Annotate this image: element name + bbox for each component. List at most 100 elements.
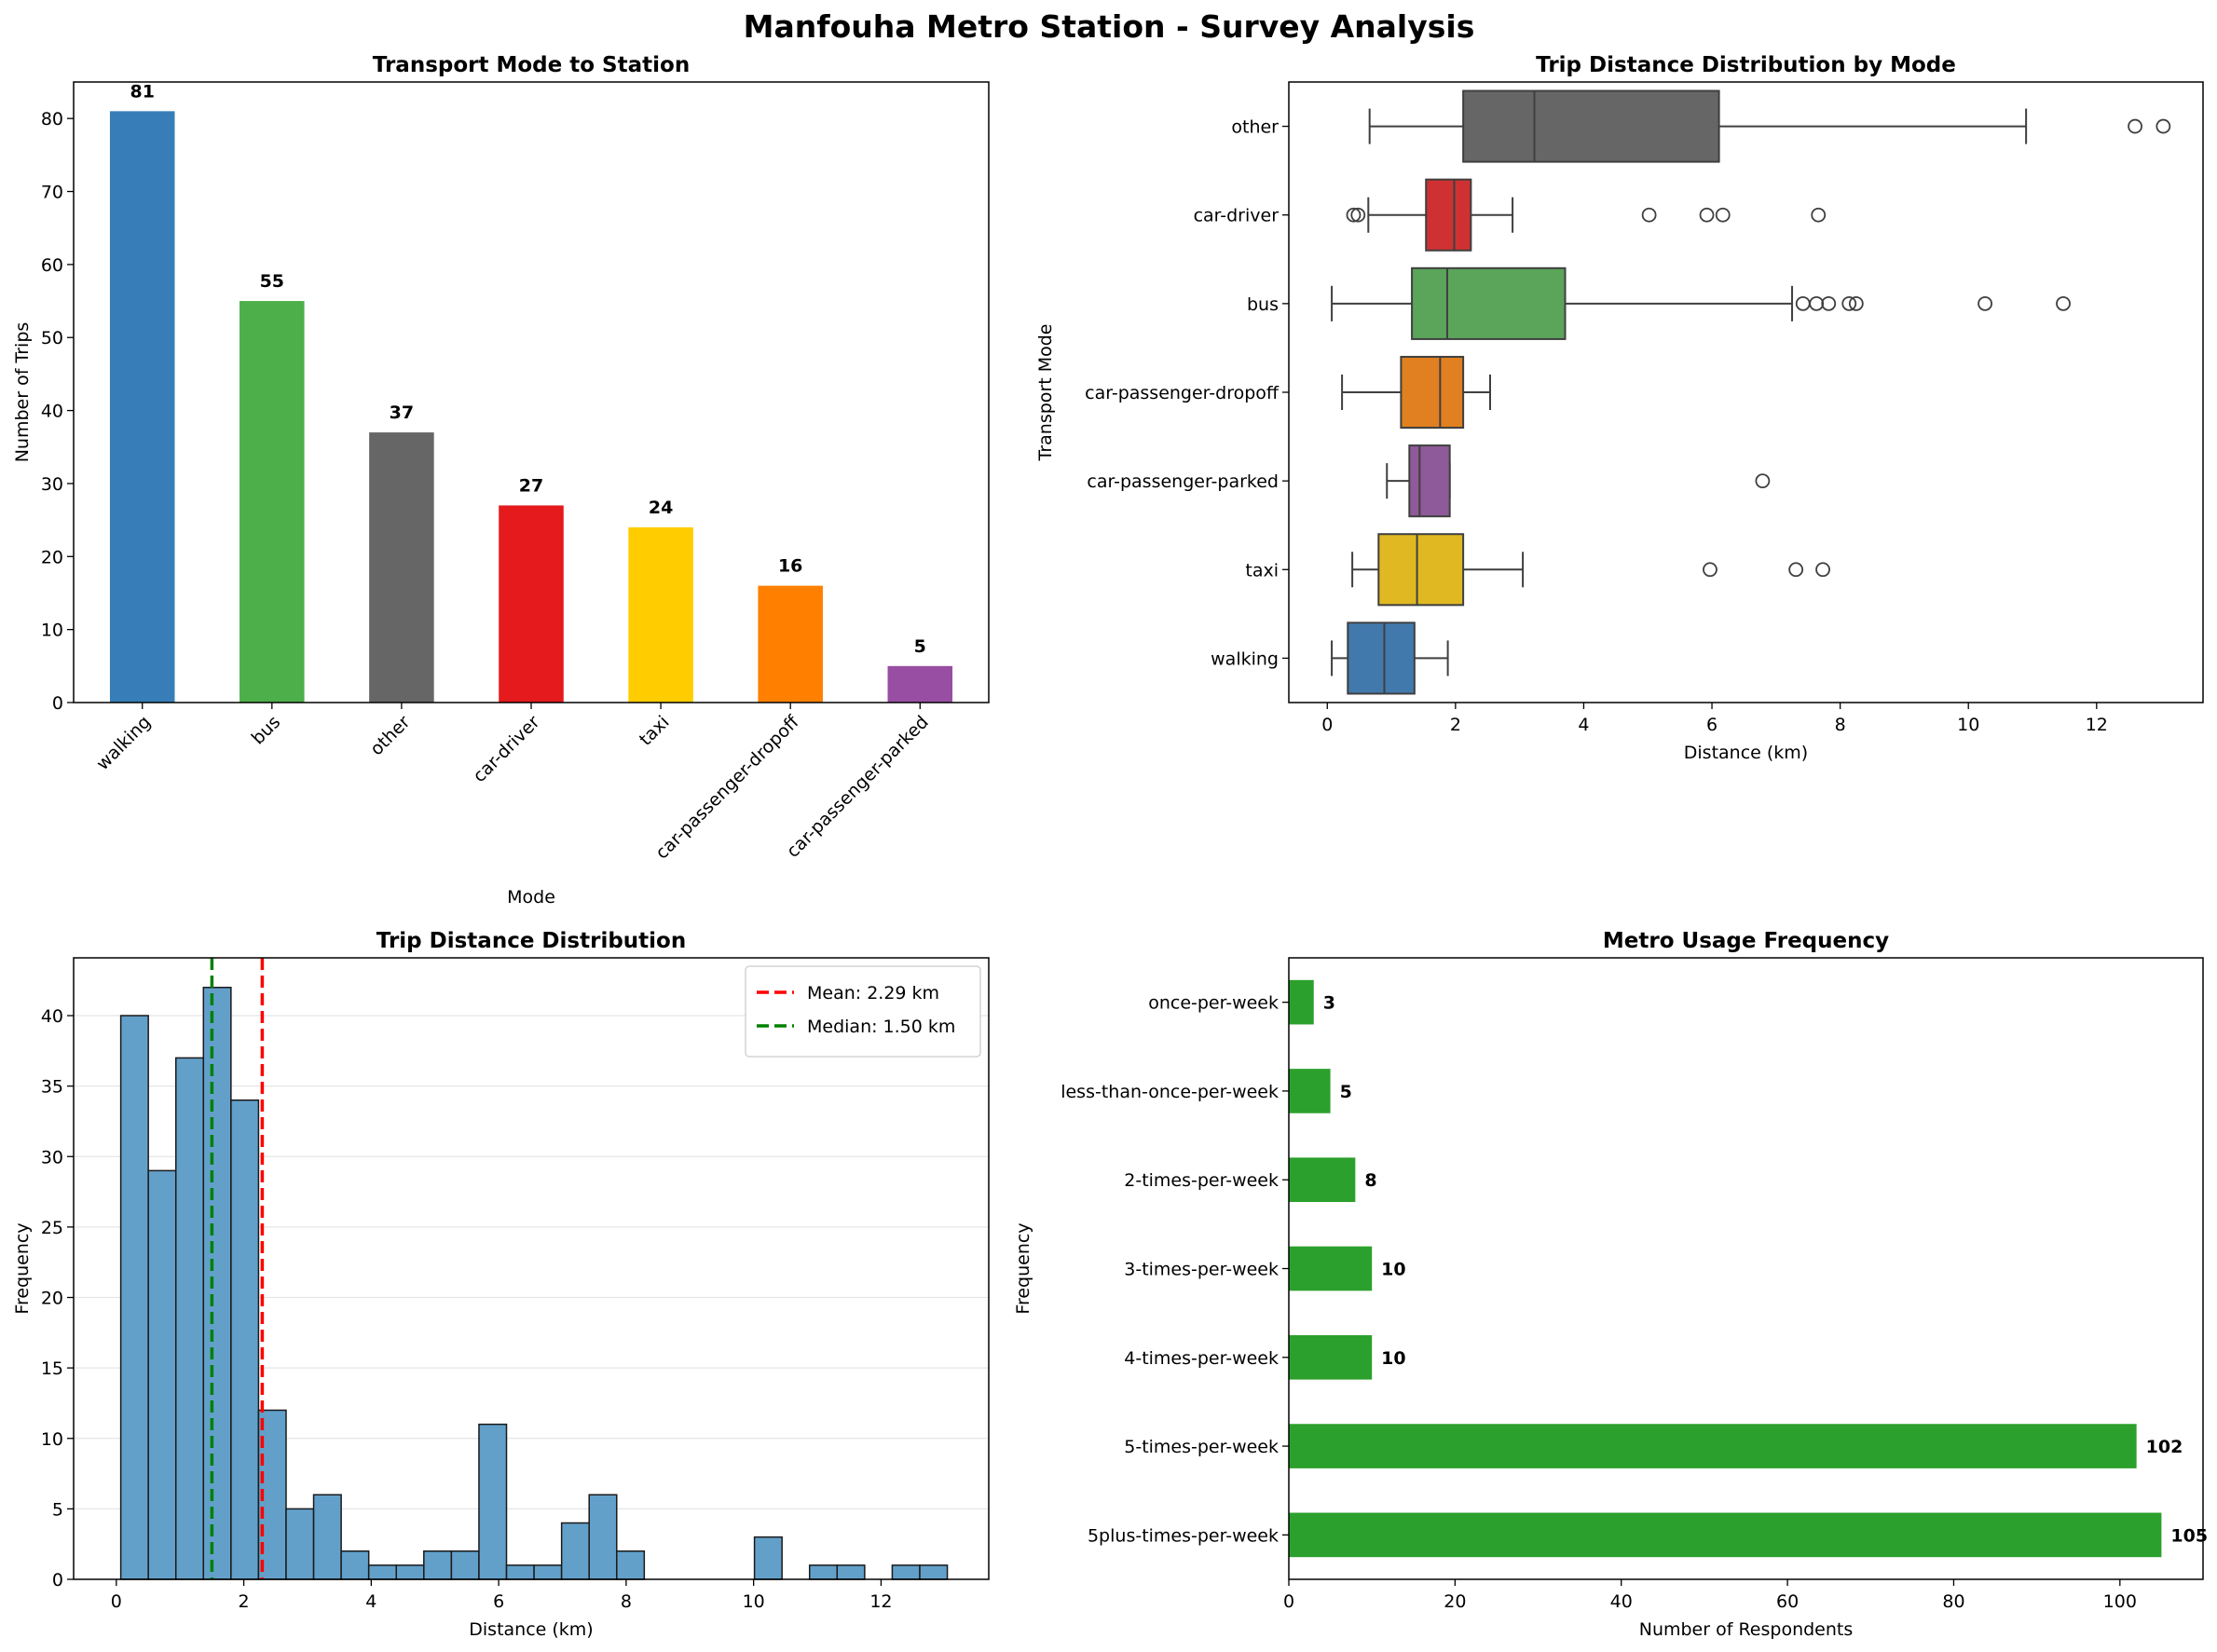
x-tick-label: 80: [1942, 1591, 1964, 1612]
histogram-bar: [312, 1494, 342, 1580]
x-tick-label: 12: [869, 1591, 892, 1612]
histogram-bar: [202, 987, 232, 1580]
y-tick-label: 10: [41, 1429, 63, 1450]
box-taxi: [1351, 533, 1830, 607]
histogram-bar: [588, 1494, 618, 1580]
x-axis-label: Mode: [507, 887, 555, 908]
x-tick-label: 0: [1321, 715, 1333, 735]
y-tick-label: bus: [1247, 294, 1279, 315]
box-car-passenger-parked: [1386, 444, 1771, 518]
data-label: 105: [2170, 1525, 2208, 1546]
histogram-bar: [450, 1550, 480, 1580]
bar-car-passenger-dropoff: [758, 585, 823, 703]
box-iqr: [1462, 89, 1720, 163]
y-tick-label: 0: [52, 693, 63, 714]
y-tick-label: 80: [41, 109, 63, 130]
box-walking: [1331, 621, 1449, 695]
y-tick-label: 30: [41, 1147, 63, 1167]
histogram-bar: [174, 1057, 205, 1580]
data-label: 55: [260, 271, 284, 292]
box-bus: [1331, 266, 2071, 340]
outlier-point: [2155, 118, 2171, 134]
bar-once-per-week: [1289, 979, 1314, 1025]
y-tick-label: walking: [1211, 649, 1279, 669]
axes-frame: [1288, 81, 2204, 703]
x-axis-label: Distance (km): [469, 1619, 593, 1640]
bar-5plus-times-per-week: [1289, 1512, 2162, 1558]
outlier-point: [1703, 562, 1717, 578]
histogram-bar: [395, 1564, 425, 1580]
y-tick-label: 15: [41, 1358, 63, 1379]
chart-usage-frequency: 3 once-per-week 5 less-than-once-per-week 8 2…: [1013, 929, 2208, 1640]
y-tick-label: 40: [41, 402, 63, 422]
x-tick-label: 10: [743, 1591, 765, 1612]
histogram-bar: [808, 1564, 839, 1580]
y-tick-label: 20: [41, 547, 63, 567]
histogram-bar: [505, 1564, 535, 1580]
y-tick-label: taxi: [1245, 560, 1279, 580]
histogram-bar: [285, 1508, 315, 1580]
box-iqr: [1400, 355, 1465, 430]
data-label: 10: [1381, 1348, 1405, 1369]
outlier-point: [1795, 295, 1811, 311]
data-label: 27: [519, 475, 543, 496]
y-tick-label: car-driver: [1194, 206, 1280, 226]
x-tick-label: car-passenger-dropoff: [651, 711, 803, 863]
x-tick-label: car-driver: [469, 712, 543, 786]
y-tick-label: less-than-once-per-week: [1061, 1082, 1279, 1102]
chart-transport-mode: 81 walking 55 bus 37 other 27 car-driver 24 taxi 1…: [12, 53, 990, 908]
x-axis-label: Number of Respondents: [1639, 1619, 1854, 1640]
x-tick-label: 0: [111, 1591, 122, 1612]
outlier-point: [1848, 295, 1864, 311]
x-tick-label: 0: [1283, 1591, 1294, 1612]
data-label: 81: [130, 81, 154, 102]
box-iqr: [1377, 533, 1465, 607]
histogram-bar: [616, 1550, 646, 1580]
bar-other: [369, 432, 434, 703]
y-tick-label: 10: [41, 621, 63, 641]
data-label: 3: [1323, 993, 1335, 1014]
data-label: 37: [390, 403, 414, 423]
bar-2-times-per-week: [1289, 1157, 1356, 1203]
y-tick-label: car-passenger-dropoff: [1085, 383, 1280, 403]
bar-car-passenger-parked: [887, 665, 953, 703]
bar-5-times-per-week: [1289, 1424, 2137, 1468]
y-tick-label: 50: [41, 328, 63, 348]
legend-label: Mean: 2.29 km: [807, 983, 939, 1003]
x-tick-label: 40: [1610, 1591, 1633, 1612]
outlier-point: [1715, 207, 1731, 223]
data-label: 102: [2146, 1437, 2183, 1457]
outlier-point: [1811, 207, 1827, 223]
histogram-bar: [560, 1522, 590, 1580]
bar-car-driver: [499, 505, 564, 703]
y-tick-label: 4-times-per-week: [1124, 1348, 1279, 1369]
x-tick-label: 10: [1957, 715, 1979, 735]
y-axis-label: Number of Trips: [12, 322, 33, 463]
x-tick-label: 6: [493, 1591, 504, 1612]
x-tick-label: 4: [1578, 715, 1589, 735]
outlier-point: [1815, 562, 1830, 578]
y-tick-label: 30: [41, 474, 63, 495]
axes-frame: [73, 81, 990, 703]
chart-title: Transport Mode to Station: [373, 53, 690, 77]
histogram-bar: [340, 1550, 370, 1580]
y-tick-label: 40: [41, 1006, 63, 1027]
histogram-bar: [836, 1564, 866, 1580]
outlier-point: [1699, 207, 1715, 223]
y-tick-label: once-per-week: [1148, 993, 1279, 1014]
outlier-point: [1641, 207, 1657, 223]
x-tick-label: taxi: [636, 712, 674, 750]
x-tick-label: other: [366, 712, 414, 759]
outlier-point: [1841, 295, 1857, 311]
x-axis-label: Distance (km): [1684, 743, 1808, 763]
histogram-bar: [919, 1564, 949, 1580]
x-tick-label: walking: [92, 712, 155, 774]
chart-title: Metro Usage Frequency: [1603, 929, 1889, 953]
bar-4-times-per-week: [1289, 1334, 1373, 1380]
x-tick-label: 60: [1776, 1591, 1799, 1612]
bar-taxi: [628, 526, 693, 703]
chart-distance-by-mode: other car-driver bus car-passenger-dropoff c…: [1035, 53, 2204, 763]
outlier-point: [2128, 118, 2142, 134]
histogram-bar: [119, 1015, 149, 1580]
